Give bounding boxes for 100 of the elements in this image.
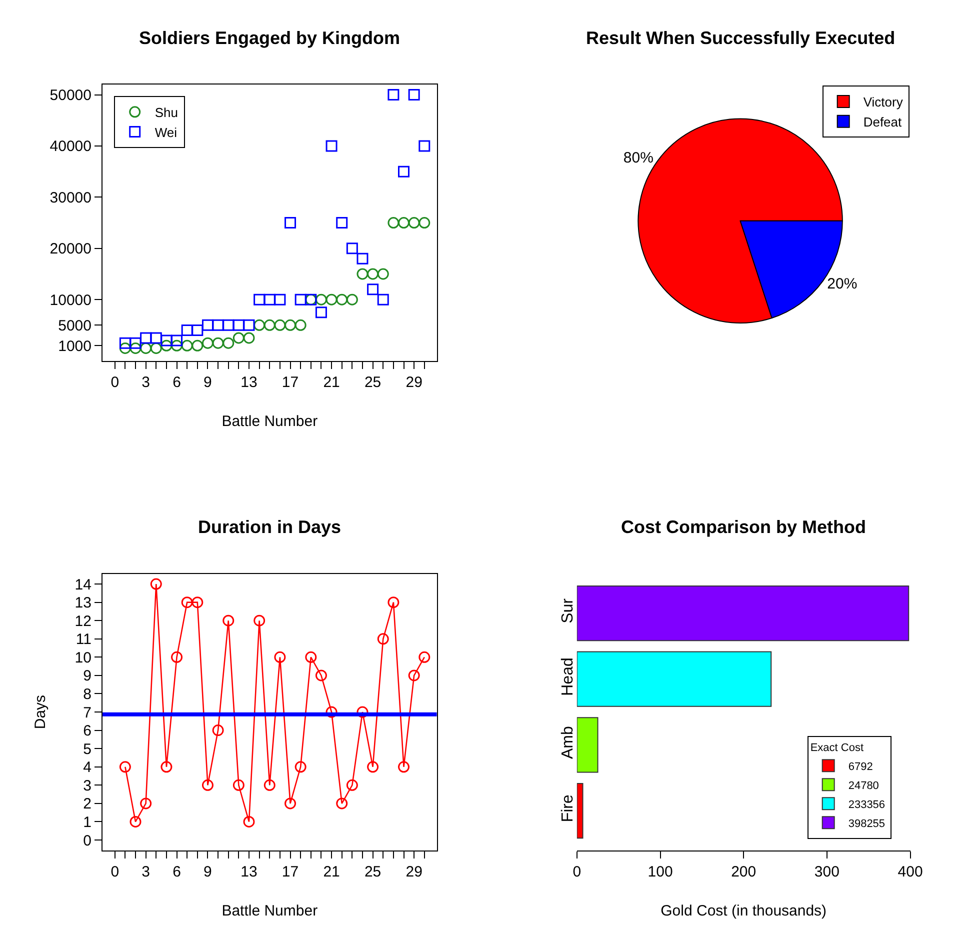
point	[356, 268, 368, 280]
y-tick-label: Amb	[560, 726, 577, 759]
point	[377, 268, 389, 280]
point	[346, 779, 358, 791]
point	[305, 651, 317, 663]
point	[243, 332, 255, 344]
x-tick-label: 25	[364, 863, 382, 880]
point	[418, 651, 430, 663]
point	[284, 217, 296, 229]
point	[315, 294, 327, 306]
point	[264, 319, 276, 331]
y-tick-label: 5	[83, 740, 92, 758]
data-label: 80%	[623, 149, 654, 166]
chart-title: Cost Comparison by Method	[621, 517, 866, 537]
x-tick-label: 17	[282, 863, 299, 880]
x-tick-label: 9	[204, 374, 212, 391]
y-tick-label: 10	[74, 649, 92, 666]
point	[181, 324, 193, 336]
point	[222, 319, 234, 331]
x-tick-label: 29	[406, 863, 422, 880]
point	[398, 761, 410, 773]
point	[130, 816, 142, 828]
point	[315, 306, 327, 318]
point	[408, 217, 420, 229]
point	[336, 217, 348, 229]
x-axis-title: Battle Number	[222, 902, 318, 920]
point	[150, 578, 162, 590]
point	[367, 268, 379, 280]
point	[367, 284, 379, 296]
point	[212, 337, 224, 349]
chart-title: Duration in Days	[198, 517, 342, 537]
y-tick-label: 50000	[50, 87, 92, 104]
point	[254, 614, 266, 626]
point	[315, 670, 327, 682]
point	[326, 140, 338, 152]
legend-label: 398255	[848, 818, 886, 830]
y-tick-label: 8	[83, 686, 92, 703]
point	[254, 319, 266, 331]
point	[119, 761, 131, 773]
point	[294, 761, 306, 773]
y-axis-title: Days	[32, 694, 50, 730]
point	[171, 651, 183, 663]
point	[119, 337, 131, 349]
y-tick-label: 10000	[50, 292, 92, 309]
y-tick-label: 9	[83, 668, 92, 685]
point	[192, 324, 204, 336]
point	[377, 633, 389, 645]
point	[346, 242, 358, 254]
point	[388, 596, 400, 608]
point	[356, 252, 368, 264]
point	[408, 670, 420, 682]
y-tick-label: 1	[83, 814, 92, 831]
y-tick-label: 3	[83, 777, 92, 794]
point	[160, 340, 172, 352]
point	[192, 596, 204, 608]
y-tick-label: Fire	[560, 794, 577, 822]
x-tick-label: 3	[142, 863, 150, 880]
legend-label: 24780	[848, 780, 879, 792]
point	[243, 816, 255, 828]
point	[130, 337, 142, 349]
point	[202, 319, 214, 331]
legend-label: Defeat	[863, 114, 902, 130]
chart-title: Result When Successfully Executed	[586, 28, 896, 48]
point	[202, 779, 214, 791]
point	[202, 337, 214, 349]
legend-label: 233356	[848, 798, 886, 811]
point	[274, 294, 286, 306]
point	[264, 294, 276, 306]
legend-title: Exact Cost	[810, 742, 864, 754]
y-tick-label: 2	[83, 796, 92, 813]
x-tick-label: 6	[172, 374, 181, 391]
y-tick-label: 12	[74, 612, 92, 630]
point	[398, 166, 410, 178]
x-tick-label: 21	[323, 863, 340, 880]
point	[171, 340, 183, 352]
x-tick-label: 0	[110, 374, 120, 391]
y-tick-label: 11	[76, 631, 92, 648]
x-tick-label: 29	[406, 374, 422, 391]
point	[150, 332, 162, 344]
x-tick-label: 9	[204, 863, 212, 880]
point	[336, 798, 348, 810]
point	[243, 319, 255, 331]
point	[119, 342, 131, 354]
point	[274, 319, 286, 331]
point	[264, 779, 276, 791]
x-tick-label: 13	[240, 863, 258, 880]
y-tick-label: 13	[74, 594, 92, 612]
x-axis-title: Gold Cost (in thousands)	[660, 902, 827, 920]
point	[140, 798, 152, 810]
legend-label: Shu	[154, 104, 178, 120]
point	[418, 217, 430, 229]
point	[181, 596, 193, 608]
point	[212, 724, 224, 736]
point	[346, 294, 358, 306]
point	[326, 706, 338, 718]
legend-label: Victory	[863, 94, 904, 110]
y-tick-label: Sur	[560, 598, 577, 624]
data-label: 20%	[827, 275, 858, 292]
y-tick-label: 14	[74, 576, 92, 594]
point	[377, 294, 389, 306]
